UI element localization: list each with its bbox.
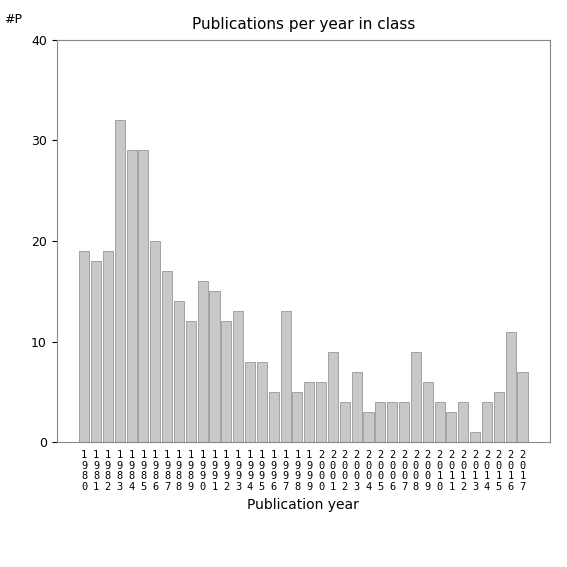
Bar (506, 332, 516, 442)
Text: #P: #P (4, 13, 22, 26)
Bar (269, 392, 279, 442)
Bar (79, 251, 89, 442)
Bar (423, 382, 433, 442)
Bar (434, 402, 445, 442)
Bar (352, 372, 362, 442)
Bar (233, 311, 243, 442)
Bar (281, 311, 291, 442)
Bar (162, 271, 172, 442)
Bar (257, 362, 267, 442)
Bar (115, 120, 125, 442)
Bar (518, 372, 527, 442)
Bar (126, 150, 137, 442)
Bar (198, 281, 208, 442)
Title: Publications per year in class: Publications per year in class (192, 16, 415, 32)
Bar (209, 291, 219, 442)
Bar (446, 412, 456, 442)
Bar (363, 412, 374, 442)
Bar (103, 251, 113, 442)
Bar (494, 392, 504, 442)
Bar (245, 362, 255, 442)
Bar (482, 402, 492, 442)
Bar (138, 150, 149, 442)
Bar (399, 402, 409, 442)
Bar (328, 352, 338, 442)
Bar (340, 402, 350, 442)
X-axis label: Publication year: Publication year (247, 498, 359, 512)
Bar (375, 402, 386, 442)
Bar (293, 392, 302, 442)
Bar (304, 382, 314, 442)
Bar (186, 321, 196, 442)
Bar (150, 241, 160, 442)
Bar (316, 382, 326, 442)
Bar (91, 261, 101, 442)
Bar (470, 432, 480, 442)
Bar (221, 321, 231, 442)
Bar (411, 352, 421, 442)
Bar (387, 402, 397, 442)
Bar (458, 402, 468, 442)
Bar (174, 302, 184, 442)
